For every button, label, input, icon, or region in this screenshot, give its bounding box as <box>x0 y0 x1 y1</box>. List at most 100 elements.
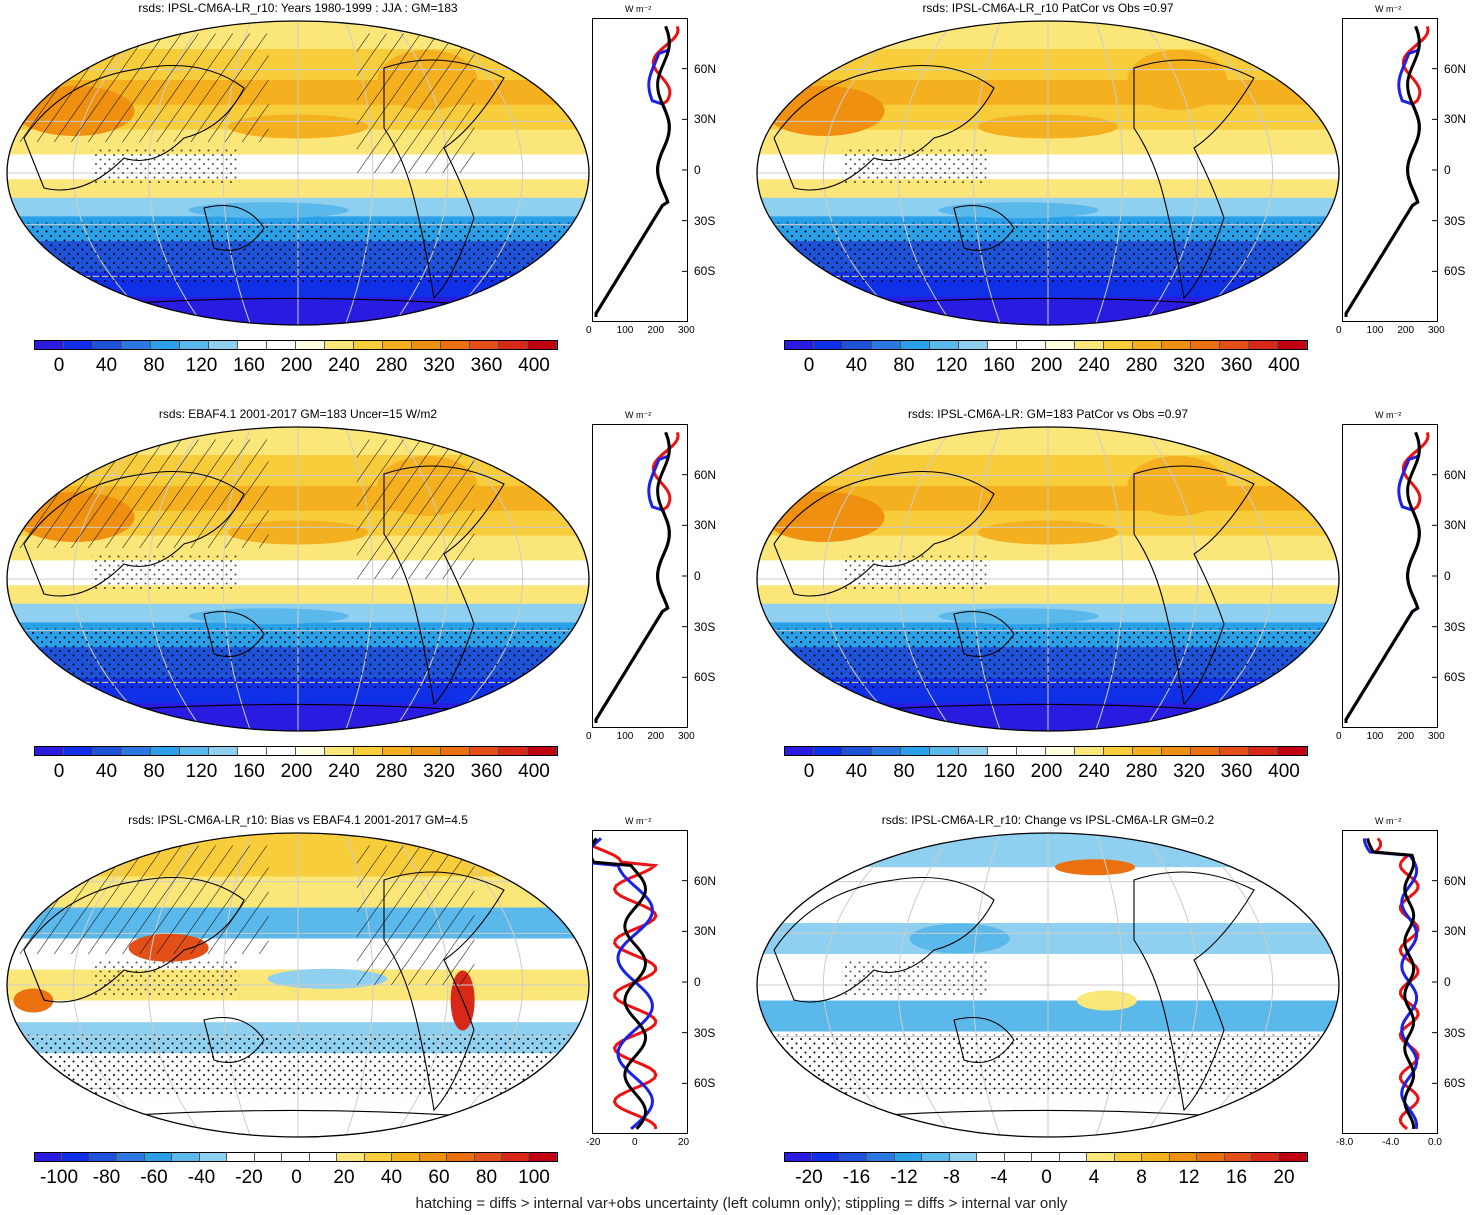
colorbar-tick-label: -20 <box>795 1167 823 1188</box>
latitude-tick-label: 30S <box>1444 1025 1466 1040</box>
colorbar-tick-label: 80 <box>143 355 165 376</box>
panel-model-ensemble-patcor: rsds: IPSL-CM6A-LR: GM=183 PatCor vs Obs… <box>750 406 1483 806</box>
colorbar-tick-label: 280 <box>1125 761 1158 782</box>
colorbar-tick-label: 320 <box>1173 761 1205 782</box>
colorbar-tick-label: -4 <box>990 1167 1008 1188</box>
zonal-x-tick-label: 300 <box>1428 325 1445 336</box>
colorbar-tick-label: 80 <box>893 355 915 376</box>
latitude-tick-label: 60N <box>694 61 717 76</box>
latitude-tick-label: 60S <box>1444 1076 1466 1091</box>
colorbar-tick-label: 80 <box>893 761 915 782</box>
colorbar-tick-label: 160 <box>233 355 265 376</box>
zonal-x-tick-label: 100 <box>1366 325 1384 336</box>
zonal-x-tick-label: 200 <box>647 325 665 336</box>
colorbar-tick-label: 40 <box>95 761 118 782</box>
latitude-tick-label: 30S <box>694 213 716 228</box>
colorbar-tick-label: 0 <box>53 761 65 782</box>
global-map <box>6 20 590 326</box>
latitude-tick-label: 30S <box>1444 619 1466 634</box>
zonal-x-tick-label: 200 <box>1397 731 1415 742</box>
latitude-tick-label: 60N <box>1444 61 1467 76</box>
colorbar-tick-label: 40 <box>380 1167 403 1188</box>
global-map <box>756 426 1340 732</box>
colorbar-tick-label: 400 <box>1268 761 1300 782</box>
zonal-x-tick-label: 300 <box>678 731 695 742</box>
colorbar-tick-label: 240 <box>328 761 360 782</box>
colorbar-tick-label: 120 <box>185 355 218 376</box>
colorbar-tick-label: -40 <box>187 1167 216 1188</box>
colorbar-tick-label: 320 <box>423 761 455 782</box>
panel-title: rsds: IPSL-CM6A-LR: GM=183 PatCor vs Obs… <box>907 407 1189 421</box>
zonal-x-tick-label: 0 <box>1336 731 1342 742</box>
colorbar-tick-label: 240 <box>1078 355 1110 376</box>
colorbar <box>784 746 1308 756</box>
latitude-tick-label: 0 <box>694 569 701 583</box>
colorbar-tick-label: 60 <box>428 1167 450 1188</box>
latitude-tick-label: 60N <box>1444 467 1467 482</box>
global-map <box>756 20 1340 326</box>
panel-ebaf-observations: rsds: EBAF4.1 2001-2017 GM=183 Uncer=15 … <box>0 406 745 806</box>
colorbar-tick-label: 0 <box>803 761 815 782</box>
zonal-x-tick-label: 100 <box>616 731 634 742</box>
colorbar-tick-label: 200 <box>1030 355 1063 376</box>
zonal-x-tick-label: 0 <box>632 1137 638 1148</box>
latitude-tick-label: 0 <box>1444 975 1451 989</box>
zonal-x-tick-label: 0.0 <box>1428 1137 1442 1148</box>
latitude-tick-label: 30S <box>694 619 716 634</box>
latitude-tick-label: 60S <box>1444 670 1466 685</box>
colorbar-tick-label: 400 <box>518 355 550 376</box>
colorbar-labels: -100 -80 -60 -40 -20 0 20 40 60 80 100 <box>34 1167 558 1191</box>
figure-footnote: hatching = diffs > internal var+obs unce… <box>415 1195 1068 1212</box>
zonal-x-tick-label: 100 <box>1366 731 1384 742</box>
colorbar-tick-label: 400 <box>1268 355 1300 376</box>
colorbar-tick-label: 200 <box>280 355 313 376</box>
colorbar-tick-label: 160 <box>233 761 265 782</box>
global-map <box>6 426 590 732</box>
colorbar-tick-label: 240 <box>1078 761 1110 782</box>
colorbar-tick-label: 160 <box>983 355 1015 376</box>
latitude-tick-label: 60S <box>694 264 716 279</box>
colorbar-tick-label: -16 <box>842 1167 871 1188</box>
colorbar-tick-label: 80 <box>143 761 165 782</box>
latitude-tick-label: 30N <box>1444 924 1467 939</box>
colorbar <box>34 1152 558 1162</box>
colorbar-tick-label: 120 <box>935 355 968 376</box>
zonal-mean-plot <box>592 18 688 322</box>
colorbar-tick-label: 360 <box>1220 761 1253 782</box>
panel-change-vs-ensemble: rsds: IPSL-CM6A-LR_r10: Change vs IPSL-C… <box>750 812 1483 1212</box>
zonal-x-tick-label: 200 <box>1397 325 1415 336</box>
colorbar-tick-label: 280 <box>375 355 408 376</box>
colorbar-tick-label: -60 <box>140 1167 168 1188</box>
colorbar-tick-label: 40 <box>845 761 868 782</box>
zonal-x-tick-label: 0 <box>586 731 592 742</box>
zonal-x-tick-label: 200 <box>647 731 665 742</box>
latitude-tick-label: 60S <box>694 670 716 685</box>
zonal-x-tick-label: 0 <box>1336 325 1342 336</box>
zonal-mean-plot <box>592 830 688 1134</box>
colorbar-tick-label: -80 <box>92 1167 121 1188</box>
panel-title: rsds: IPSL-CM6A-LR_r10: Change vs IPSL-C… <box>881 813 1215 827</box>
colorbar-labels: 0 40 80 120 160 200 240 280 320 360 400 <box>34 761 558 785</box>
panel-title: rsds: IPSL-CM6A-LR_r10: Years 1980-1999 … <box>138 1 458 15</box>
colorbar-tick-label: 120 <box>185 761 218 782</box>
panel-model-r10-patcor: rsds: IPSL-CM6A-LR_r10 PatCor vs Obs =0.… <box>750 0 1483 400</box>
zonal-x-tick-label: 20 <box>678 1137 690 1148</box>
colorbar-tick-label: 8 <box>1136 1167 1147 1188</box>
zonal-x-tick-label: 100 <box>616 325 634 336</box>
zonal-units-label: W m⁻² <box>625 410 652 420</box>
colorbar-tick-label: 80 <box>475 1167 498 1188</box>
colorbar <box>784 340 1308 350</box>
colorbar-tick-label: 240 <box>328 355 360 376</box>
zonal-units-label: W m⁻² <box>1375 816 1402 826</box>
colorbar-labels: 0 40 80 120 160 200 240 280 320 360 400 <box>784 355 1308 379</box>
zonal-units-label: W m⁻² <box>625 4 652 14</box>
panel-title: rsds: EBAF4.1 2001-2017 GM=183 Uncer=15 … <box>158 407 438 421</box>
colorbar-tick-label: 40 <box>845 355 868 376</box>
zonal-mean-plot <box>1342 424 1438 728</box>
colorbar-tick-label: 120 <box>935 761 968 782</box>
colorbar-tick-label: 12 <box>1178 1167 1200 1188</box>
colorbar <box>34 340 558 350</box>
colorbar-tick-label: 320 <box>423 355 455 376</box>
panel-title: rsds: IPSL-CM6A-LR_r10 PatCor vs Obs =0.… <box>922 1 1174 15</box>
colorbar-labels: -20 -16 -12 -8 -4 0 4 8 12 16 20 <box>784 1167 1308 1191</box>
